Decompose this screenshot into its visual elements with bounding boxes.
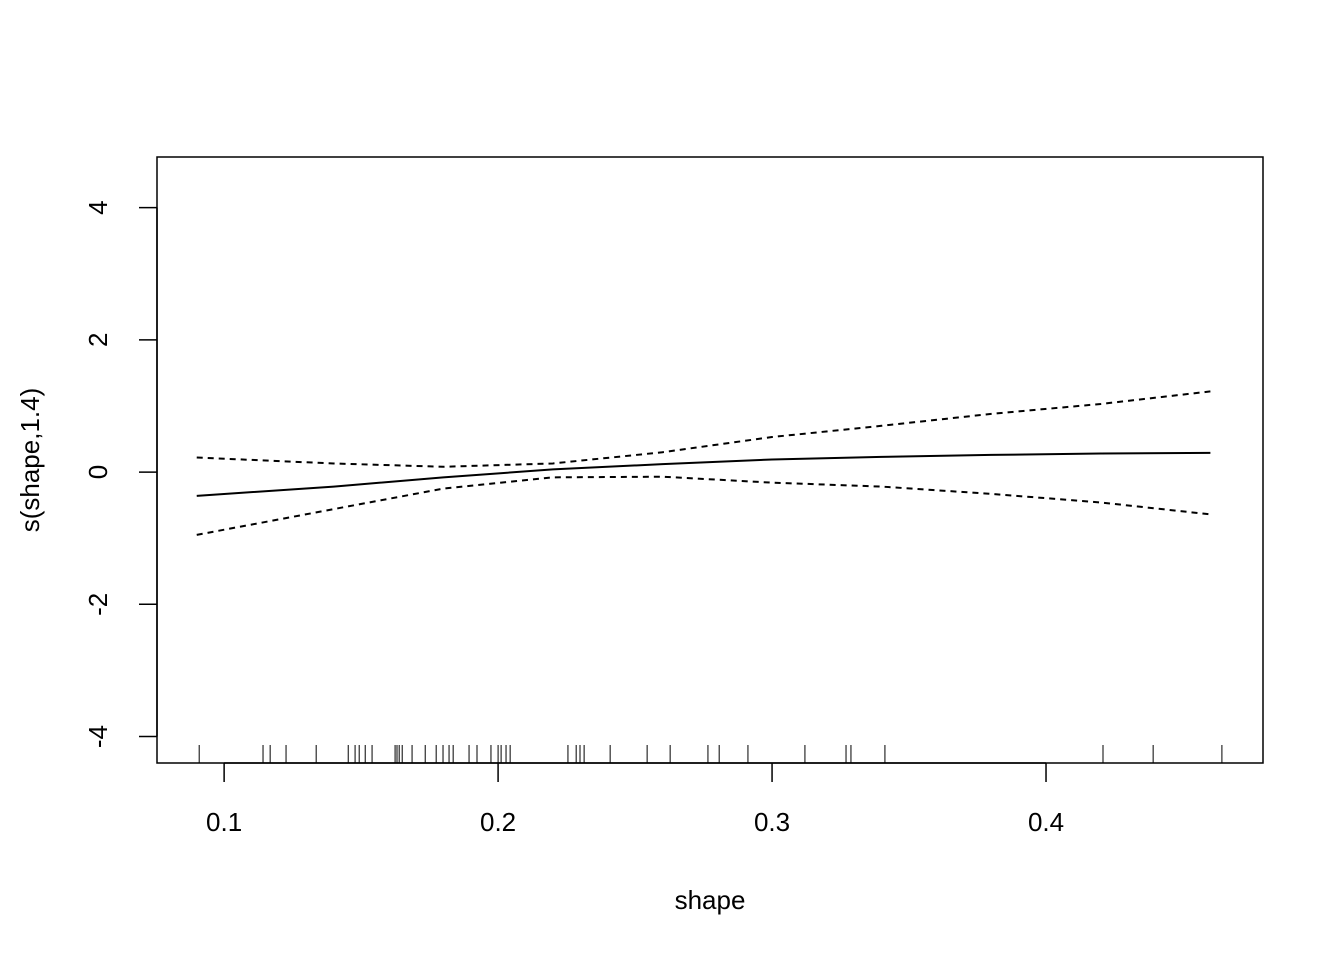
y-tick-label: -2: [83, 593, 113, 616]
y-tick-label: 4: [83, 200, 113, 214]
x-tick-label: 0.4: [1028, 807, 1064, 837]
x-tick-label: 0.1: [206, 807, 242, 837]
y-tick-label: 0: [83, 465, 113, 479]
x-axis-title: shape: [675, 885, 746, 915]
confidence-band: [196, 390, 1211, 468]
x-tick-label: 0.3: [754, 807, 790, 837]
x-tick-label: 0.2: [480, 807, 516, 837]
y-tick-label: -4: [83, 725, 113, 748]
y-tick-label: 2: [83, 333, 113, 347]
smooth-line: [196, 451, 1211, 497]
y-axis-title: s(shape,1.4): [15, 388, 45, 533]
plot-box: [156, 156, 1264, 764]
